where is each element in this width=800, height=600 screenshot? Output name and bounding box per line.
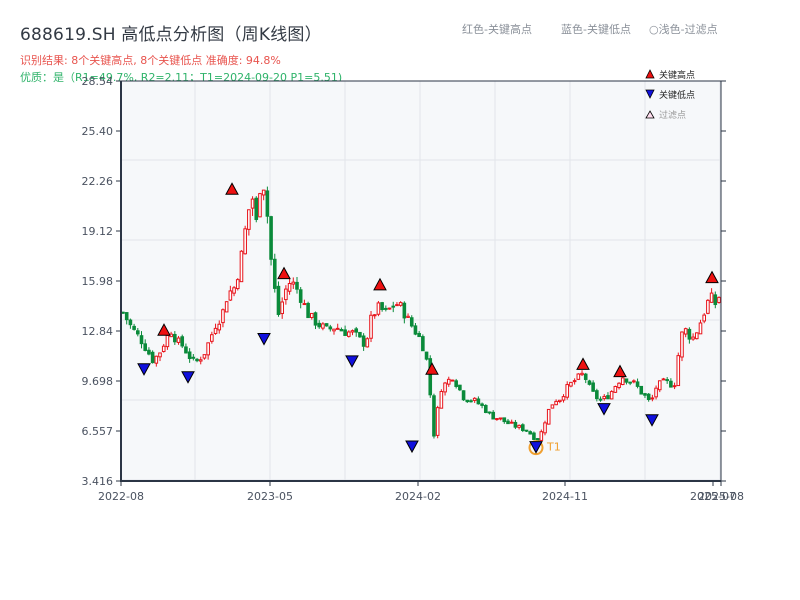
key-low-marker bbox=[181, 371, 195, 384]
page-title: 688619.SH 高低点分析图（周K线图） bbox=[20, 25, 322, 45]
top-legend-red: 红色-关键高点 bbox=[462, 23, 532, 36]
x-axis-ticks: 2022-08 2023-05 2024-02 2024-11 2025-072025-… bbox=[98, 481, 744, 503]
key-low-marker bbox=[137, 363, 151, 376]
x-tick-label: 2022-08 bbox=[98, 490, 144, 503]
y-tick-label: 3.416 bbox=[82, 475, 114, 488]
outline-triangle-icon bbox=[645, 110, 655, 119]
top-legend-blue: 蓝色-关键低点 bbox=[561, 23, 631, 36]
y-tick-label: 9.698 bbox=[82, 375, 114, 388]
legend-item-filtered: 过滤点 bbox=[645, 104, 695, 124]
legend-item-high: 关键高点 bbox=[645, 64, 695, 84]
top-legend-light: ○浅色-过滤点 bbox=[649, 23, 718, 36]
y-tick-label: 15.98 bbox=[82, 275, 114, 288]
red-triangle-up-icon bbox=[645, 69, 655, 79]
x-tick-label: 2025-08 bbox=[698, 490, 744, 503]
blue-triangle-down-icon bbox=[645, 89, 655, 99]
key-low-marker bbox=[645, 414, 659, 427]
key-low-marker bbox=[597, 403, 611, 416]
y-tick-label: 12.84 bbox=[82, 325, 114, 338]
result-summary: 识别结果: 8个关键高点, 8个关键低点 准确度: 94.8% bbox=[20, 54, 281, 67]
legend: 关键高点 关键低点 过滤点 bbox=[645, 64, 695, 124]
key-high-marker bbox=[373, 277, 387, 291]
y-axis-ticks: 28.54 25.40 22.26 19.12 15.98 12.84 9.698 6.557… bbox=[82, 75, 726, 488]
key-high-marker bbox=[157, 323, 171, 336]
candles bbox=[121, 186, 721, 442]
markers: T1 bbox=[137, 182, 719, 456]
y-tick-label: 19.12 bbox=[82, 225, 114, 238]
y-tick-label: 28.54 bbox=[82, 75, 114, 88]
key-high-marker bbox=[705, 270, 719, 284]
plot-area bbox=[121, 81, 721, 481]
key-high-marker bbox=[425, 362, 439, 375]
legend-item-low: 关键低点 bbox=[645, 84, 695, 104]
x-tick-label: 2025-07 bbox=[690, 490, 736, 503]
key-high-marker bbox=[613, 364, 627, 378]
key-low-marker bbox=[529, 441, 543, 454]
key-high-marker bbox=[225, 182, 239, 195]
y-tick-label: 25.40 bbox=[82, 125, 114, 138]
y-tick-label: 6.557 bbox=[82, 425, 114, 438]
key-high-marker bbox=[576, 357, 590, 370]
x-tick-label: 2023-05 bbox=[247, 490, 293, 503]
key-low-marker bbox=[257, 333, 271, 346]
grid-lines bbox=[121, 81, 721, 481]
x-tick-label: 2024-02 bbox=[395, 490, 441, 503]
x-tick-label: 2024-11 bbox=[542, 490, 588, 503]
y-tick-label: 22.26 bbox=[82, 175, 114, 188]
key-low-marker bbox=[405, 440, 419, 454]
t1-label: T1 bbox=[546, 441, 561, 454]
key-high-marker bbox=[277, 266, 291, 280]
key-low-marker bbox=[345, 355, 359, 368]
